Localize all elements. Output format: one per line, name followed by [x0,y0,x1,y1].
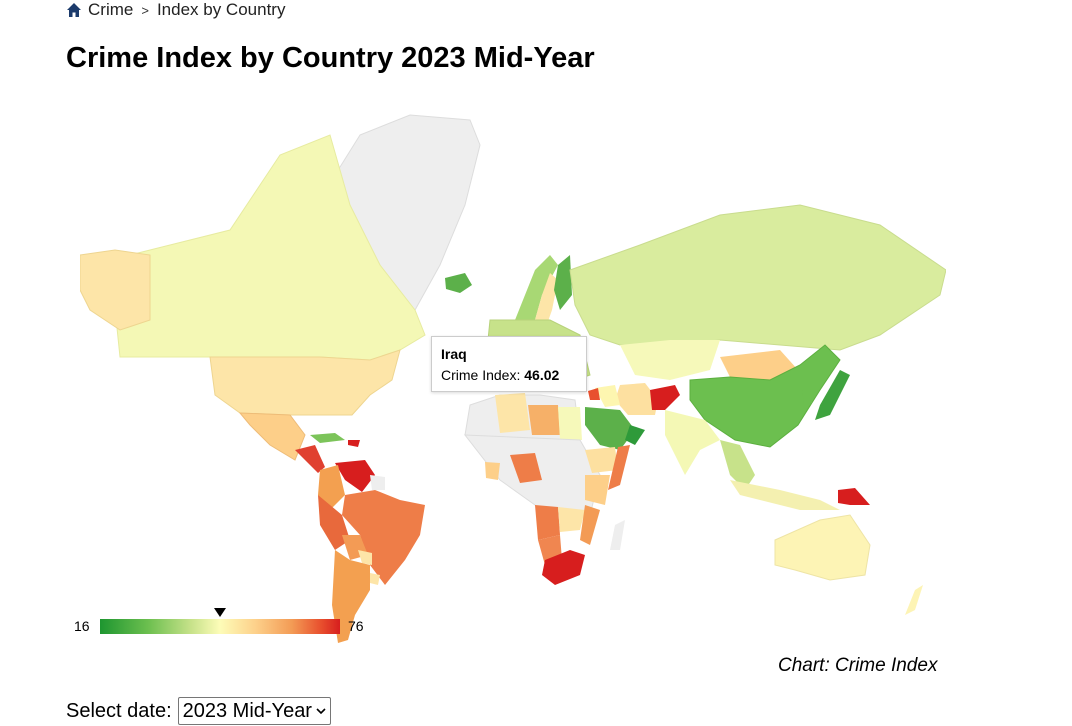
region-caribbean[interactable] [310,433,345,443]
region-mexico[interactable] [238,412,306,461]
region-dominican[interactable] [348,440,360,447]
region-nigeria[interactable] [510,453,542,483]
region-zambia[interactable] [558,507,585,532]
page-title: Crime Index by Country 2023 Mid-Year [66,42,595,74]
breadcrumb: Crime > Index by Country [66,0,285,20]
region-afghanistan[interactable] [650,385,680,410]
region-mongolia[interactable] [720,350,798,380]
region-guyana[interactable] [370,475,385,490]
region-argentina[interactable] [332,550,370,643]
tooltip-country: Iraq [441,346,467,362]
home-icon[interactable] [66,2,82,18]
breadcrumb-crime-link[interactable]: Crime [88,0,134,19]
region-southeast-asia[interactable] [720,440,755,490]
region-syria[interactable] [588,388,600,400]
region-oman[interactable] [625,425,645,445]
region-russia[interactable] [569,204,947,351]
color-legend: 16 76 [66,608,376,644]
legend-max: 76 [348,618,364,634]
region-finland[interactable] [554,255,572,310]
region-paraguay[interactable] [358,550,372,565]
region-venezuela[interactable] [335,460,375,492]
region-uruguay[interactable] [370,573,380,585]
region-south-africa[interactable] [542,550,585,585]
region-iceland[interactable] [445,273,472,293]
region-australia[interactable] [774,514,871,581]
region-papua-new-guinea[interactable] [838,488,870,505]
region-new-zealand[interactable] [905,585,923,615]
map-svg [79,114,947,643]
region-kazakhstan[interactable] [620,340,720,380]
region-colombia[interactable] [318,465,345,510]
region-madagascar[interactable] [610,520,625,550]
date-select-dropdown[interactable]: 2023 Mid-Year [177,697,331,725]
chevron-down-icon [316,708,326,715]
breadcrumb-separator: > [141,2,149,18]
breadcrumb-index-by-country-link[interactable]: Index by Country [156,0,286,19]
region-mozambique[interactable] [580,505,600,545]
region-algeria[interactable] [495,393,530,433]
date-select-value: 2023 Mid-Year [182,699,312,722]
region-saudi-arabia[interactable] [585,407,635,450]
region-alaska[interactable] [79,249,151,331]
region-west-africa[interactable] [485,462,500,480]
region-norway[interactable] [515,255,558,320]
region-iraq[interactable] [595,385,620,407]
region-somalia[interactable] [608,445,630,490]
date-select-row: Select date: 2023 Mid-Year [66,697,331,725]
legend-min: 16 [74,618,90,634]
region-central-america[interactable] [295,445,325,473]
region-brazil[interactable] [342,490,425,585]
region-india[interactable] [665,410,720,475]
legend-marker-icon [214,608,226,617]
region-egypt[interactable] [558,407,582,440]
region-japan[interactable] [815,370,850,420]
world-choropleth-map[interactable] [79,95,947,650]
tooltip-line: Crime Index: 46.02 [441,367,559,383]
region-united-states[interactable] [209,349,401,416]
region-ethiopia[interactable] [585,447,618,473]
region-peru[interactable] [318,495,350,550]
region-libya[interactable] [528,405,560,435]
chart-credit: Chart: Crime Index [778,655,938,676]
legend-gradient-bar [100,619,340,634]
region-korea[interactable] [802,388,812,405]
region-kenya[interactable] [585,475,610,505]
region-angola[interactable] [535,505,560,540]
region-iran[interactable] [615,383,658,415]
map-tooltip: Iraq Crime Index: 46.02 [431,336,587,392]
tooltip-value: 46.02 [524,367,560,383]
region-sweden[interactable] [535,273,558,330]
tooltip-label: Crime Index: [441,367,521,383]
region-indonesia[interactable] [730,480,840,510]
date-select-label: Select date: [66,699,172,722]
